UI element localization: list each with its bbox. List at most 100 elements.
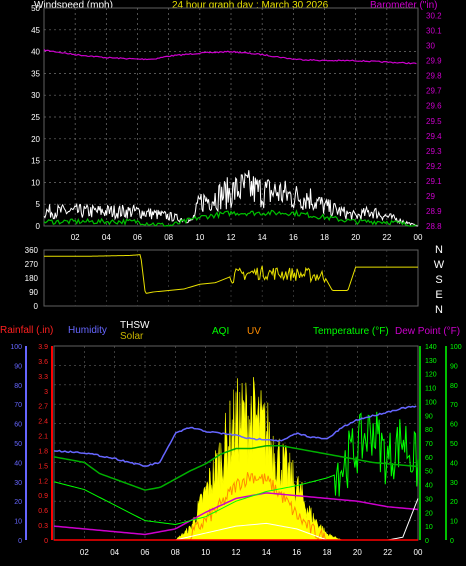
baro-y-tick: 29 [426,192,435,201]
humidity-y-tick: 60 [14,422,22,429]
compass-label: E [435,289,442,301]
humidity-y-tick: 0 [18,538,22,545]
baro-y-tick: 30.1 [426,27,442,36]
wind-x-tick: 02 [71,233,80,242]
aqi-y-tick: 50 [450,441,458,448]
rain-y-tick: 2.1 [38,434,48,441]
rain-y-tick: 3.6 [38,359,48,366]
direction-y-tick: 360 [25,246,39,255]
humidity-y-tick: 80 [14,383,22,390]
compass-label: S [435,274,442,286]
temperature-label: Temperature (°F) [313,326,389,337]
aqi-y-tick: 80 [450,383,458,390]
rain-y-tick: 0.9 [38,493,48,500]
direction-plot-frame [43,249,419,307]
solar-series-area [174,377,343,541]
wind-y-tick: 45 [31,26,40,35]
dewpoint-series-line [53,492,419,536]
temp-y-tick: 60 [425,455,433,462]
date-title: 24 hour graph day : March 30 2026 [172,0,329,11]
bottom-x-tick: 02 [80,548,89,557]
bottom-x-tick: 06 [141,548,150,557]
wind-y-tick: 40 [31,48,40,57]
rain-y-tick: 2.7 [38,404,48,411]
compass-label: N [435,244,443,256]
temp-y-tick: 50 [425,469,433,476]
humidity-y-tick: 20 [14,499,22,506]
wind-y-tick: 35 [31,69,40,78]
humidity-y-tick: 40 [14,460,22,467]
direction-y-tick: 270 [25,260,39,269]
humidity-series-line [53,405,417,467]
aqi-y-tick: 90 [450,363,458,370]
bottom-x-tick: 00 [414,548,423,557]
wind-gust-series-line [43,170,419,227]
aqi-y-tick: 70 [450,402,458,409]
wind-x-tick: 16 [289,233,298,242]
rain-y-tick: 1.5 [38,463,48,470]
aqi-y-tick: 10 [450,519,458,526]
direction-y-tick: 0 [34,302,39,311]
temp-y-tick: 140 [425,344,437,351]
baro-y-tick: 30 [426,42,435,51]
wind-y-tick: 15 [31,157,40,166]
direction-y-tick: 180 [25,274,39,283]
bottom-x-tick: 20 [353,548,362,557]
humidity-label: Humidity [68,325,107,336]
rain-y-tick: 2.4 [38,419,48,426]
temp-y-tick: 110 [425,386,436,393]
compass-label: W [434,259,445,271]
humidity-y-tick: 30 [14,480,22,487]
baro-y-tick: 29.2 [426,162,442,171]
temp-y-tick: 0 [425,538,429,545]
thsw-label: THSW [120,320,150,331]
humidity-y-tick: 70 [14,402,22,409]
bottom-x-tick: 08 [171,548,180,557]
temp-y-tick: 120 [425,372,437,379]
wind-x-tick: 10 [195,233,204,242]
wind-y-tick: 30 [31,91,40,100]
humidity-y-tick: 100 [10,344,22,351]
wind-x-tick: 04 [102,233,111,242]
rain-y-tick: 1.2 [38,478,48,485]
humidity-y-tick: 50 [14,441,22,448]
rain-y-tick: 3.3 [38,374,48,381]
temp-y-tick: 100 [425,399,437,406]
aqi-y-tick: 100 [450,344,462,351]
baro-y-tick: 29.5 [426,117,442,126]
rain-y-tick: 0 [44,538,48,545]
dewpoint-label: Dew Point (°F) [395,326,461,337]
temp-y-tick: 80 [425,427,433,434]
wind-y-tick: 0 [36,222,41,231]
temp-y-tick: 40 [425,483,433,490]
baro-y-tick: 29.6 [426,102,442,111]
solar-label: Solar [120,331,144,342]
aqi-y-tick: 40 [450,460,458,467]
wind-x-tick: 14 [258,233,267,242]
baro-y-tick: 29.7 [426,87,442,96]
temperature-series-line [53,445,419,491]
wind-y-tick: 25 [31,113,40,122]
wind-avg-series-line [43,209,417,227]
wind-x-tick: 18 [320,233,329,242]
uv-label: UV [247,326,261,337]
bottom-panel: 010203040506070809010000.30.60.91.21.51.… [10,344,461,557]
baro-y-tick: 29.9 [426,57,442,66]
direction-y-tick: 90 [29,288,38,297]
baro-y-tick: 29.3 [426,147,442,156]
bottom-x-tick: 14 [262,548,271,557]
temp-y-tick: 130 [425,358,437,365]
bottom-x-tick: 22 [383,548,392,557]
baro-y-tick: 28.8 [426,222,442,231]
temp-y-tick: 30 [425,496,433,503]
compass-label: N [435,304,443,316]
wind-y-tick: 50 [31,4,40,13]
aqi-y-tick: 0 [450,538,454,545]
baro-y-tick: 29.1 [426,177,442,186]
rainfall-label: Rainfall (.in) [0,325,54,336]
temp-y-tick: 10 [425,524,433,531]
wind-x-tick: 08 [164,233,173,242]
